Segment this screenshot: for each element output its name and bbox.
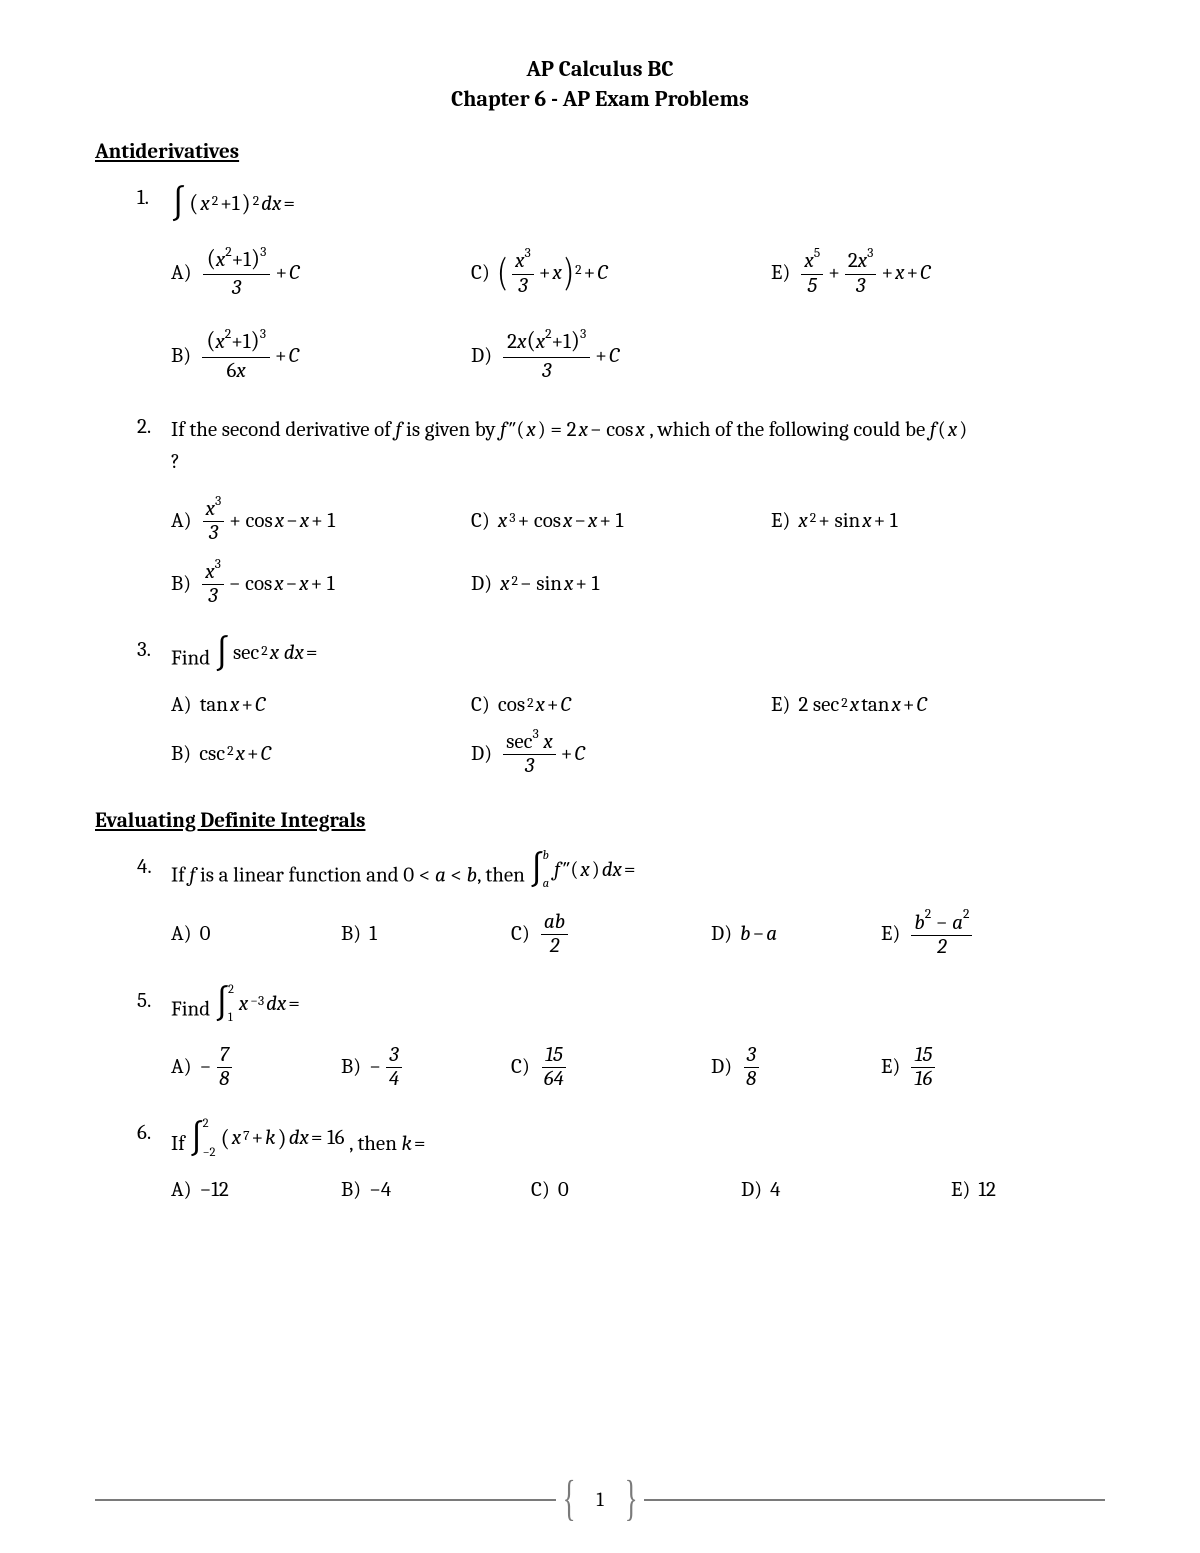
q2-choice-C: C) x3 + cos x − x + 1 [471,509,771,533]
question-5: 5. Find ∫21 x−3dx = A)−78 B)−34 C)1564 D… [137,989,1105,1091]
question-4: 4. If f is a linear function and 0 < a <… [137,855,1105,959]
q6-choices: A)−12 B)−4 C)0 D)4 E)12 [171,1178,1105,1202]
page: AP Calculus BC Chapter 6 - AP Exam Probl… [0,0,1200,1553]
q6-choice-C: C)0 [531,1178,741,1202]
q1-choice-B: B) (x2+1)36x+C [171,326,471,385]
q3-choices: A) tan x + C C) cos2 x + C E) 2 sec2 x t… [171,693,1105,778]
q3-choice-A: A) tan x + C [171,693,471,717]
q4-choice-D: D)b − a [711,922,881,946]
q4-choice-A: A)0 [171,922,341,946]
q2-choice-A: A) x33+ cos x − x + 1 [171,496,471,545]
question-2: 2. If the second derivative of f is give… [137,415,1105,608]
page-title: AP Calculus BC Chapter 6 - AP Exam Probl… [95,55,1105,114]
question-6: 6. If ∫2−2(x7 + k)dx = 16 , then k = A)−… [137,1121,1105,1202]
q1-number: 1. [137,186,171,210]
question-1: 1. ∫ (x2+1)2 dx = A) (x2+1)33+C C) (x33+… [137,186,1105,385]
q5-choices: A)−78 B)−34 C)1564 D)38 E)1516 [171,1044,1105,1091]
q5-choice-C: C)1564 [511,1044,711,1091]
q6-choice-E: E)12 [951,1178,1071,1202]
q6-stem: If ∫2−2(x7 + k)dx = 16 , then k = [171,1121,1105,1160]
q6-choice-B: B)−4 [341,1178,531,1202]
footer-rule-right [644,1499,1105,1501]
q5-choice-B: B)−34 [341,1044,511,1091]
q3-choice-C: C) cos2 x + C [471,693,771,717]
q4-choice-C: C)ab2 [511,911,711,958]
q5-choice-E: E)1516 [881,1044,1051,1091]
footer-bracket-right-icon: } [622,1482,640,1517]
q4-number: 4. [137,855,171,879]
q4-choice-E: E)b2 − a22 [881,910,1051,959]
q3-stem: Find ∫ sec2 x dx = [171,638,1105,675]
title-line-1: AP Calculus BC [527,56,674,82]
q2-choice-D: D) x2 − sin x + 1 [471,572,771,596]
q3-number: 3. [137,638,171,662]
q4-choices: A)0 B)1 C)ab2 D)b − a E)b2 − a22 [171,910,1105,959]
q6-choice-D: D)4 [741,1178,951,1202]
q5-number: 5. [137,989,171,1013]
section-heading-definite: Evaluating Definite Integrals [95,809,1105,833]
q5-choice-A: A)−78 [171,1044,341,1091]
question-3: 3. Find ∫ sec2 x dx = A) tan x + C C) co… [137,638,1105,778]
footer-rule-left [95,1499,556,1501]
footer-bracket-left-icon: { [560,1482,578,1517]
q2-stem: If the second derivative of f is given b… [171,415,1105,478]
q1-choices: A) (x2+1)33+C C) (x33+x)2+C E) x55+2x33+… [171,244,1105,385]
q2-choice-E: E) x2 + sin x + 1 [771,509,1071,533]
q1-choice-E: E) x55+2x33+x+C [771,248,1071,297]
q4-choice-B: B)1 [341,922,511,946]
q5-choice-D: D)38 [711,1044,881,1091]
page-footer: { 1 } [95,1486,1105,1513]
q2-choice-B: B) x33− cos x − x + 1 [171,559,471,608]
q1-stem: ∫ (x2+1)2 dx = [171,186,1105,225]
section-heading-antiderivatives: Antiderivatives [95,140,1105,164]
q5-stem: Find ∫21 x−3dx = [171,989,1105,1026]
q6-choice-A: A)−12 [171,1178,341,1202]
page-number: 1 [582,1488,617,1511]
q2-choices: A) x33+ cos x − x + 1 C) x3 + cos x − x … [171,496,1105,608]
q3-choice-D: D) sec3 x3+ C [471,729,771,778]
q1-choice-A: A) (x2+1)33+C [171,244,471,303]
q1-choice-C: C) (x33+x)2+C [471,248,771,297]
q2-number: 2. [137,415,171,439]
q3-choice-B: B) csc2 x + C [171,742,471,766]
q4-stem: If f is a linear function and 0 < a < b,… [171,855,1105,892]
q3-choice-E: E) 2 sec2 x tan x + C [771,693,1071,717]
q1-choice-D: D) 2x(x2+1)33+C [471,326,771,385]
title-line-2: Chapter 6 - AP Exam Problems [451,86,749,112]
q6-number: 6. [137,1121,171,1145]
